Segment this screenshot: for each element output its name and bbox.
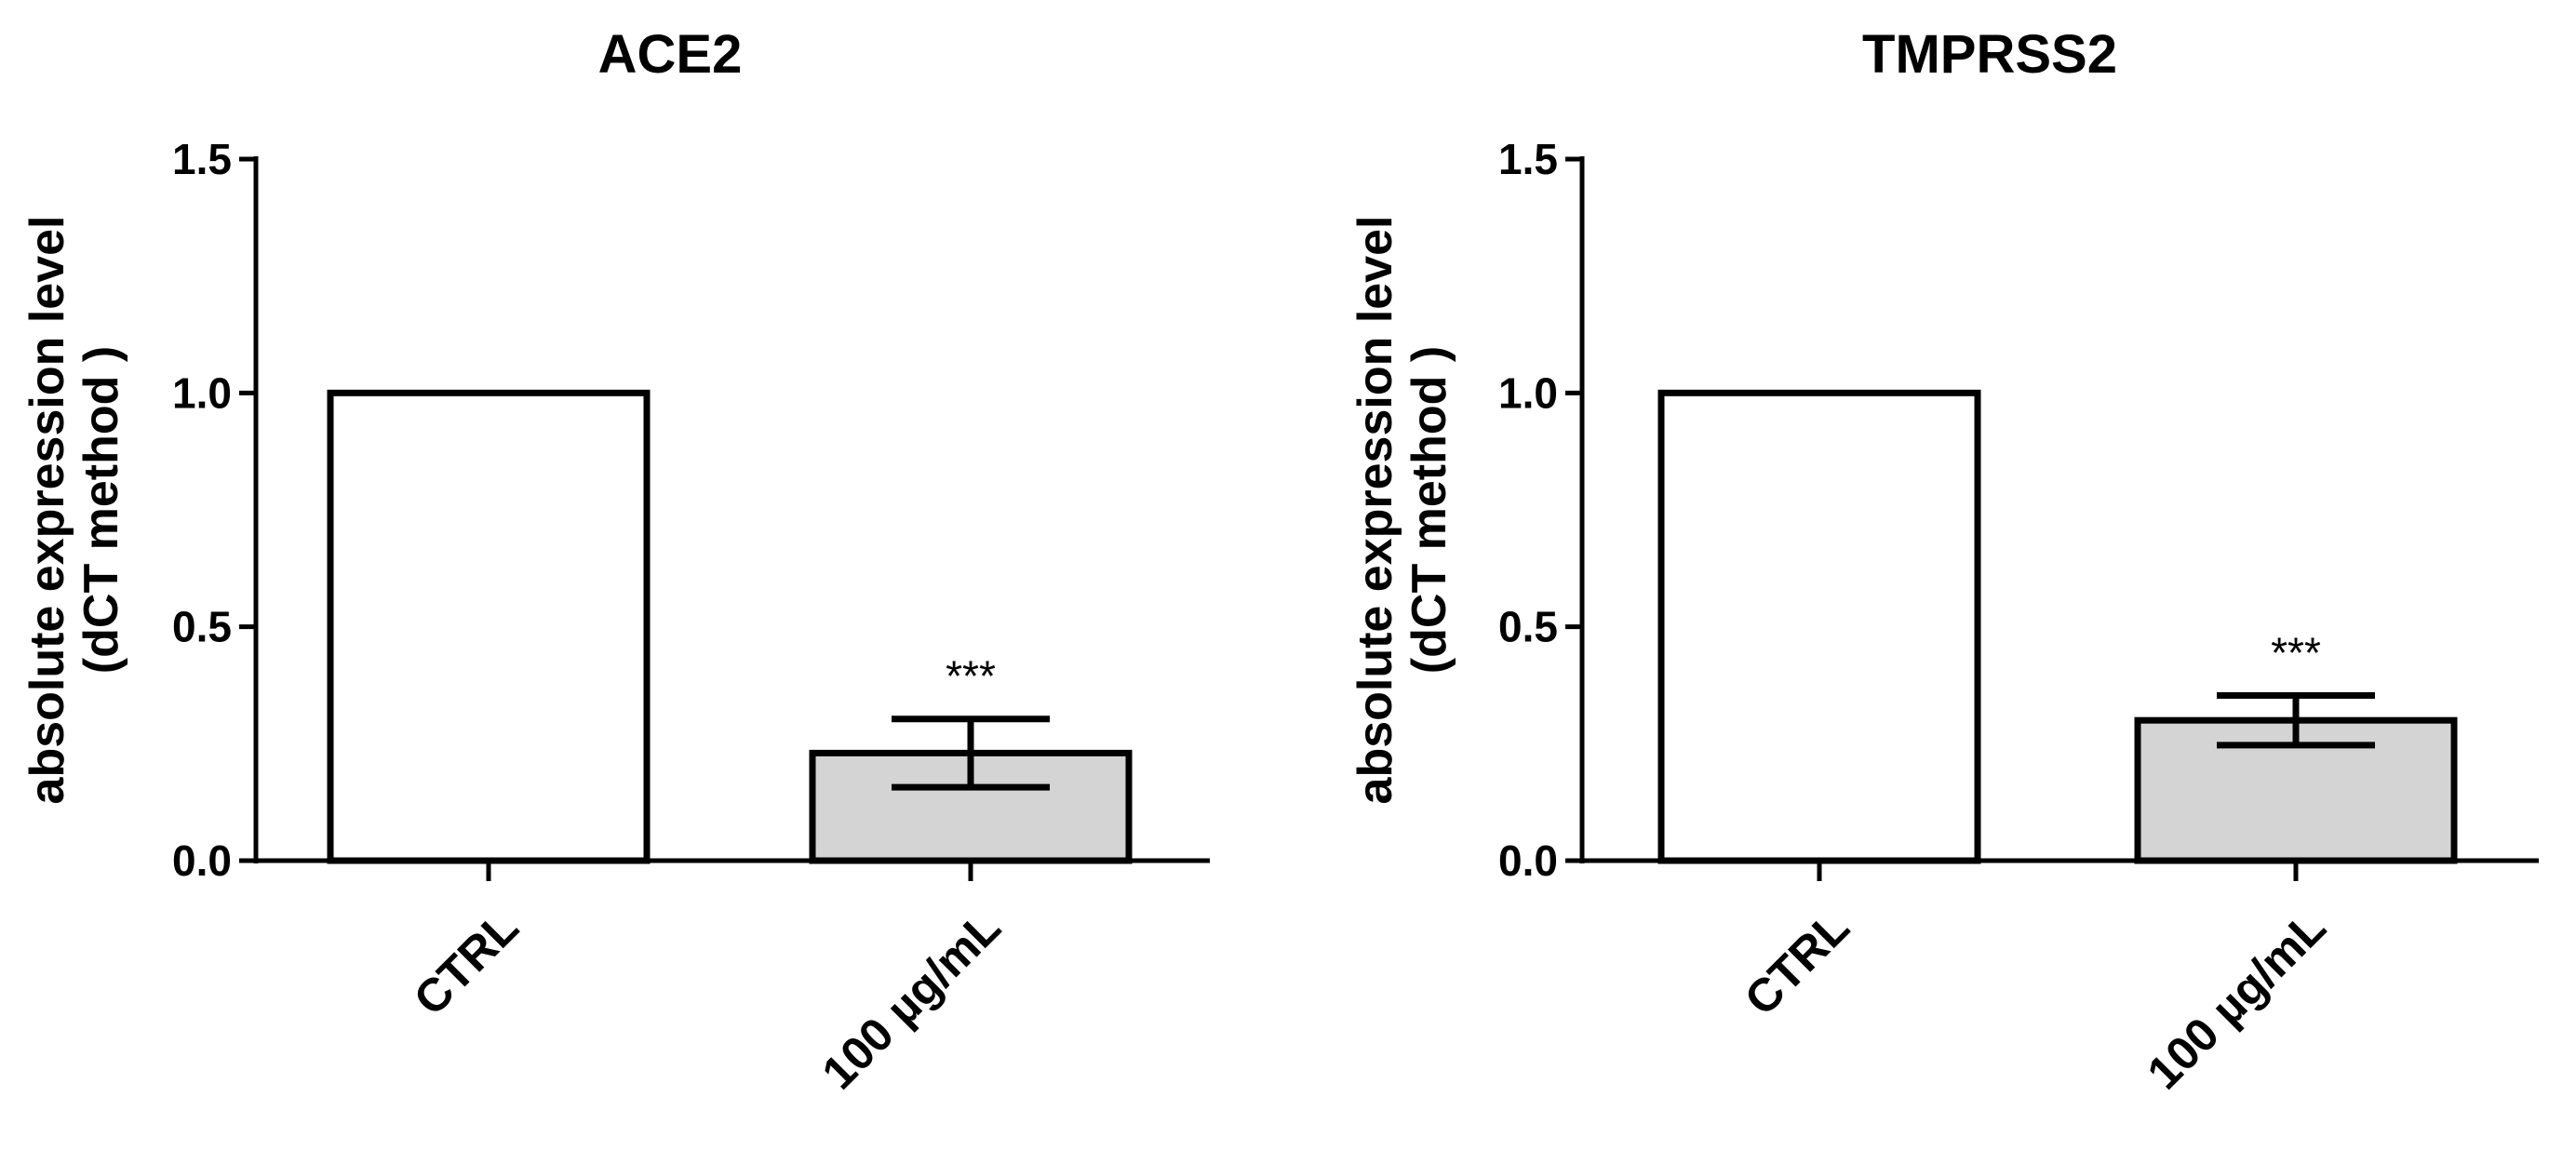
bar-ctrl <box>1657 389 1981 864</box>
chart-title: ACE2 <box>598 24 743 85</box>
y-tick-label: 0.0 <box>172 836 232 885</box>
y-tick-label: 0.5 <box>1498 603 1558 651</box>
category-label: 100 µg/mL <box>2138 901 2336 1099</box>
y-axis-label: absolute expression level(dCT method ) <box>1348 216 1456 805</box>
tmprss2-chart-panel: TMPRSS2 absolute expression level(dCT met… <box>1348 24 2539 1099</box>
y-axis-label-line: (dCT method ) <box>74 346 128 674</box>
y-axis-label: absolute expression level(dCT method ) <box>20 216 128 805</box>
significance-annotation: *** <box>946 652 996 701</box>
category-label: 100 µg/mL <box>812 901 1011 1099</box>
y-tick-label: 1.5 <box>172 135 232 183</box>
y-axis-label-line: absolute expression level <box>1348 216 1402 805</box>
category-label: CTRL <box>1735 901 1859 1025</box>
y-axis-label-line: (dCT method ) <box>1402 346 1456 674</box>
y-axis-label-line: absolute expression level <box>20 216 74 805</box>
chart-title: TMPRSS2 <box>1862 24 2117 85</box>
y-tick-label: 0.5 <box>172 603 232 651</box>
ace2-chart-panel: ACE2 absolute expression level(dCT method… <box>20 24 1210 1099</box>
y-tick-label: 1.5 <box>1498 135 1558 183</box>
y-tick-label: 1.0 <box>172 368 232 417</box>
bar-ctrl <box>327 389 651 864</box>
significance-annotation: *** <box>2271 629 2321 677</box>
y-tick-label: 0.0 <box>1498 836 1558 885</box>
y-tick-label: 1.0 <box>1498 368 1558 417</box>
category-label: CTRL <box>404 901 529 1025</box>
